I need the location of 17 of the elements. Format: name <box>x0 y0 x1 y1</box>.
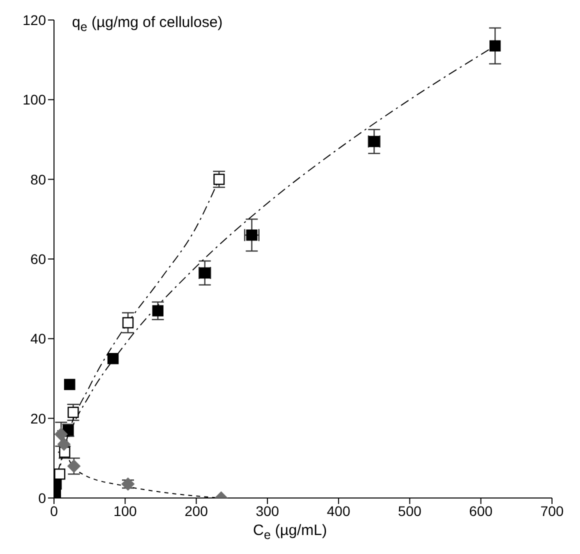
x-tick-label: 0 <box>50 502 58 519</box>
x-tick-label: 600 <box>469 502 493 519</box>
x-tick-label: 500 <box>398 502 422 519</box>
y-tick-label: 0 <box>38 490 46 506</box>
x-tick-label: 700 <box>540 502 564 519</box>
y-tick-label: 80 <box>30 171 46 188</box>
x-tick-label: 100 <box>113 502 138 519</box>
x-tick-label: 200 <box>184 502 208 519</box>
x-axis-title: C$_{e}$ (µg/mL) <box>252 522 328 542</box>
y-tick-label: 120 <box>22 12 46 28</box>
y-tick-label: 20 <box>30 410 46 426</box>
y-axis-title: q$_{e}$ (µg/mg of cellulose) <box>72 14 223 34</box>
x-tick-label: 400 <box>326 502 350 519</box>
x-tick-label: 300 <box>256 502 280 519</box>
y-tick-label: 60 <box>30 250 46 267</box>
y-tick-label: 40 <box>30 330 46 347</box>
y-tick-label: 100 <box>22 92 46 108</box>
